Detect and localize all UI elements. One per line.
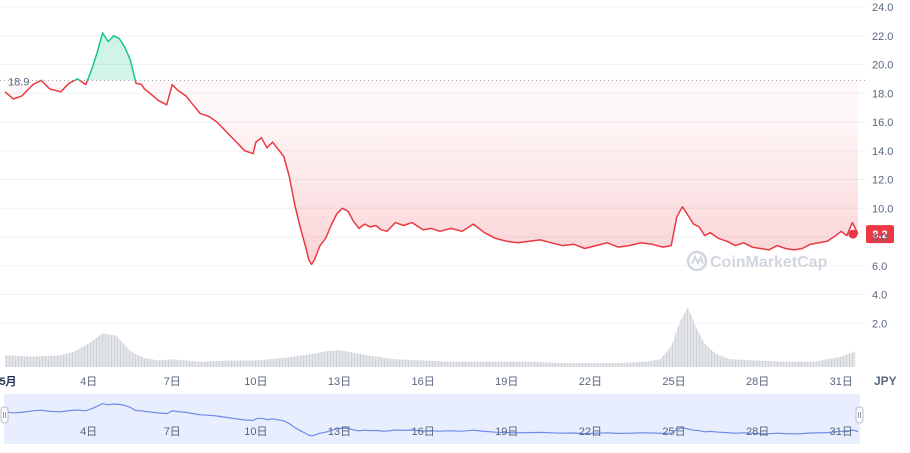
price-area [5, 32, 858, 265]
currency-label: JPY [874, 374, 897, 388]
price-area-above [5, 32, 858, 81]
x-tick-label: 25日 [662, 376, 685, 388]
navigator-tick-label: 28日 [746, 426, 769, 438]
y-tick-label: 22.0 [872, 31, 893, 43]
watermark-text: CoinMarketCap [710, 254, 828, 271]
volume-area [5, 307, 856, 367]
navigator-tick-label: 4日 [80, 426, 97, 438]
reference-price-label: 18.9 [8, 76, 29, 88]
coinmarketcap-logo-mark [691, 254, 704, 266]
y-tick-label: 20.0 [872, 60, 893, 72]
navigator-price-line [4, 402, 859, 437]
navigator-tick-label: 7日 [164, 426, 181, 438]
y-tick-label: 18.0 [872, 88, 893, 100]
x-tick-label: 19日 [495, 376, 518, 388]
navigator-tick-label: 13日 [328, 426, 351, 438]
x-tick-label: 5月 [0, 375, 17, 388]
x-tick-label: 16日 [412, 376, 435, 388]
y-tick-label: 14.0 [872, 146, 893, 158]
current-price-label: 8.2 [872, 229, 887, 241]
navigator-ticks: 4日 7日 10日 13日 16日 19日 22日 25日 28日 31日 [80, 426, 853, 438]
price-line-below [4, 80, 859, 266]
coinmarketcap-logo-icon [686, 250, 708, 272]
x-tick-label: 31日 [830, 376, 853, 388]
y-tick-label: 4.0 [872, 290, 887, 302]
navigator-tick-label: 19日 [495, 426, 518, 438]
range-navigator[interactable]: 4日 7日 10日 13日 16日 19日 22日 25日 28日 31日 [0, 394, 864, 444]
navigator-tick-label: 25日 [662, 426, 685, 438]
navigator-line [4, 402, 859, 437]
x-axis: 5月 4日 7日 10日 13日 16日 19日 22日 25日 28日 31日 [0, 375, 853, 388]
navigator-tick-label: 10日 [244, 426, 267, 438]
y-tick-label: 6.0 [872, 261, 887, 273]
current-price-tag [866, 225, 894, 244]
navigator-tick-label: 22日 [579, 426, 602, 438]
y-tick-label: 2.0 [872, 318, 887, 330]
navigator-tick-label: 31日 [830, 426, 853, 438]
x-tick-label: 28日 [746, 376, 769, 388]
price-line [4, 32, 859, 266]
current-price-dot [848, 229, 858, 239]
y-tick-label: 8.0 [872, 232, 887, 244]
volume-bars [4, 307, 858, 367]
x-tick-label: 13日 [328, 376, 351, 388]
navigator-right-handle[interactable] [855, 406, 864, 424]
y-tick-label: 24.0 [872, 2, 893, 14]
x-tick-label: 22日 [579, 376, 602, 388]
navigator-left-handle[interactable] [0, 406, 9, 424]
y-tick-label: 16.0 [872, 117, 893, 129]
x-tick-label: 4日 [80, 376, 97, 388]
y-tick-label: 12.0 [872, 175, 893, 187]
y-tick-label: 10.0 [872, 203, 893, 215]
x-tick-label: 10日 [244, 376, 267, 388]
navigator-tick-label: 16日 [412, 426, 435, 438]
x-tick-label: 7日 [164, 376, 181, 388]
watermark: CoinMarketCap [686, 250, 828, 272]
navigator-window[interactable] [4, 394, 860, 444]
y-axis: 2.0 4.0 6.0 8.0 10.0 12.0 14.0 16.0 18.0 20.0 22.0… [872, 2, 893, 330]
price-area-below [5, 80, 858, 265]
